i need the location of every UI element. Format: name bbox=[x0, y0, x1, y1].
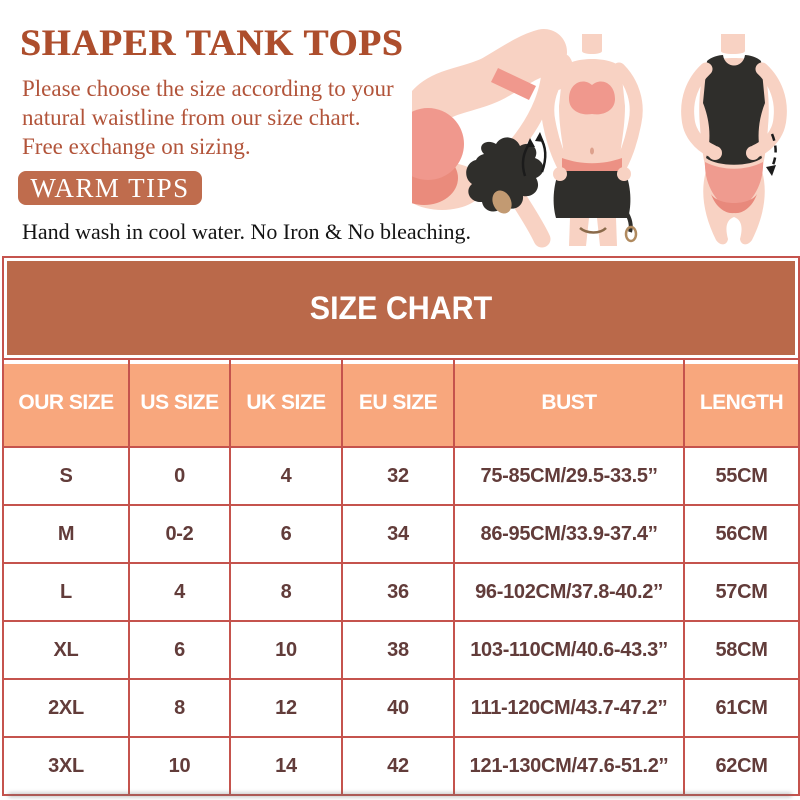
size-chart-banner-label: SIZE CHART bbox=[309, 289, 493, 326]
size-chart-banner: SIZE CHART bbox=[1, 256, 800, 360]
page-title: SHAPER TANK TOPS bbox=[20, 23, 404, 64]
cell-our-size: M bbox=[2, 504, 130, 564]
cell-us-size: 4 bbox=[128, 562, 231, 622]
cell-eu-size: 40 bbox=[341, 678, 455, 738]
column-header-length: LENGTH bbox=[682, 358, 800, 448]
column-header-uk-size: UK SIZE bbox=[229, 358, 343, 448]
column-header-us-size: US SIZE bbox=[128, 358, 231, 448]
table-row-m: M 0-2 6 34 86-95CM/33.9-37.4’’ 56CM bbox=[2, 504, 800, 564]
size-chart-banner-fill: SIZE CHART bbox=[7, 261, 796, 355]
size-chart: SIZE CHART OUR SIZE US SIZE UK SIZE EU S… bbox=[1, 256, 800, 796]
cell-eu-size: 42 bbox=[341, 736, 455, 796]
cell-our-size: L bbox=[2, 562, 130, 622]
cell-us-size: 10 bbox=[128, 736, 231, 796]
column-header-eu-size: EU SIZE bbox=[341, 358, 455, 448]
cell-uk-size: 10 bbox=[229, 620, 343, 680]
cell-bust: 103-110CM/40.6-43.3’’ bbox=[453, 620, 685, 680]
cell-eu-size: 38 bbox=[341, 620, 455, 680]
cell-us-size: 0-2 bbox=[128, 504, 231, 564]
cell-uk-size: 6 bbox=[229, 504, 343, 564]
cell-length: 62CM bbox=[682, 736, 800, 796]
slimming-arrows-icon bbox=[766, 133, 777, 176]
cell-bust: 96-102CM/37.8-40.2’’ bbox=[453, 562, 685, 622]
cell-bust: 86-95CM/33.9-37.4’’ bbox=[453, 504, 685, 564]
cell-uk-size: 12 bbox=[229, 678, 343, 738]
bottom-shadow bbox=[8, 793, 792, 797]
size-chart-header-row: OUR SIZE US SIZE UK SIZE EU SIZE BUST LE… bbox=[2, 358, 800, 448]
table-row-s: S 0 4 32 75-85CM/29.5-33.5’’ 55CM bbox=[2, 446, 800, 506]
cell-uk-size: 4 bbox=[229, 446, 343, 506]
table-row-xl: XL 6 10 38 103-110CM/40.6-43.3’’ 58CM bbox=[2, 620, 800, 680]
cell-bust: 121-130CM/47.6-51.2’’ bbox=[453, 736, 685, 796]
cell-our-size: S bbox=[2, 446, 130, 506]
shaper-figures-graphic bbox=[390, 29, 787, 248]
cell-our-size: 3XL bbox=[2, 736, 130, 796]
cell-eu-size: 36 bbox=[341, 562, 455, 622]
cell-length: 61CM bbox=[682, 678, 800, 738]
cell-length: 56CM bbox=[682, 504, 800, 564]
cell-uk-size: 14 bbox=[229, 736, 343, 796]
cell-us-size: 8 bbox=[128, 678, 231, 738]
cell-bust: 75-85CM/29.5-33.5’’ bbox=[453, 446, 685, 506]
cell-length: 57CM bbox=[682, 562, 800, 622]
cell-us-size: 6 bbox=[128, 620, 231, 680]
figure-wearing-shaper-icon bbox=[681, 34, 787, 245]
intro-text: Please choose the size according to your… bbox=[22, 74, 394, 161]
shaper-tank-garment bbox=[703, 55, 765, 165]
cell-our-size: XL bbox=[2, 620, 130, 680]
table-row-3xl: 3XL 10 14 42 121-130CM/47.6-51.2’’ 62CM bbox=[2, 736, 800, 796]
intro-line-3: Free exchange on sizing. bbox=[22, 134, 251, 159]
cell-eu-size: 34 bbox=[341, 504, 455, 564]
column-header-our-size: OUR SIZE bbox=[2, 358, 130, 448]
cell-uk-size: 8 bbox=[229, 562, 343, 622]
cell-us-size: 0 bbox=[128, 446, 231, 506]
cell-length: 55CM bbox=[682, 446, 800, 506]
column-header-bust: BUST bbox=[453, 358, 685, 448]
size-chart-table: SIZE CHART OUR SIZE US SIZE UK SIZE EU S… bbox=[1, 256, 800, 796]
intro-line-2: natural waistline from our size chart. bbox=[22, 105, 361, 130]
cell-bust: 111-120CM/43.7-47.2’’ bbox=[453, 678, 685, 738]
cell-our-size: 2XL bbox=[2, 678, 130, 738]
cell-length: 58CM bbox=[682, 620, 800, 680]
table-row-l: L 4 8 36 96-102CM/37.8-40.2’’ 57CM bbox=[2, 562, 800, 622]
cell-eu-size: 32 bbox=[341, 446, 455, 506]
table-row-2xl: 2XL 8 12 40 111-120CM/43.7-47.2’’ 61CM bbox=[2, 678, 800, 738]
shaper-illustration bbox=[390, 6, 800, 248]
pull-up-arrows-icon bbox=[521, 132, 547, 177]
size-chart-banner-row: SIZE CHART bbox=[1, 256, 800, 360]
intro-line-1: Please choose the size according to your bbox=[22, 76, 394, 101]
shaper-skirt-garment bbox=[553, 171, 631, 218]
figure-pulling-up-icon bbox=[541, 34, 643, 246]
care-instructions: Hand wash in cool water. No Iron & No bl… bbox=[22, 219, 472, 244]
warm-tips-label: WARM TIPS bbox=[30, 172, 190, 203]
warm-tips-badge: WARM TIPS bbox=[18, 171, 202, 205]
